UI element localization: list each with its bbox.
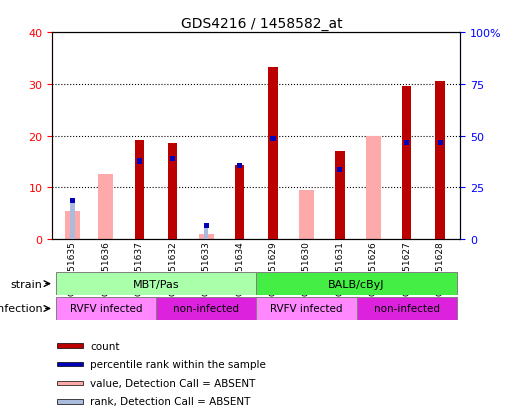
Bar xyxy=(436,82,445,240)
Text: non-infected: non-infected xyxy=(173,304,239,314)
Bar xyxy=(70,198,75,204)
Text: RVFV infected: RVFV infected xyxy=(70,304,142,314)
Bar xyxy=(156,297,256,320)
Bar xyxy=(237,163,242,169)
Bar xyxy=(256,273,457,295)
Bar xyxy=(235,166,244,240)
Bar xyxy=(137,159,142,164)
Bar xyxy=(204,223,209,240)
Bar xyxy=(134,140,144,240)
Bar xyxy=(270,136,276,142)
Bar xyxy=(337,167,343,173)
Bar xyxy=(199,235,213,240)
Bar xyxy=(299,190,314,240)
Bar xyxy=(57,381,83,385)
Bar xyxy=(268,68,278,240)
Text: rank, Detection Call = ABSENT: rank, Detection Call = ABSENT xyxy=(90,396,251,406)
Text: non-infected: non-infected xyxy=(374,304,440,314)
Bar xyxy=(357,297,457,320)
Bar xyxy=(256,297,357,320)
Text: MBT/Pas: MBT/Pas xyxy=(133,279,179,289)
Bar xyxy=(57,344,83,348)
Bar xyxy=(57,362,83,366)
Text: value, Detection Call = ABSENT: value, Detection Call = ABSENT xyxy=(90,378,255,388)
Bar xyxy=(55,273,256,295)
Text: infection: infection xyxy=(0,304,42,314)
Text: count: count xyxy=(90,341,120,351)
Bar xyxy=(335,152,345,240)
Text: percentile rank within the sample: percentile rank within the sample xyxy=(90,359,266,369)
Text: GDS4216 / 1458582_at: GDS4216 / 1458582_at xyxy=(180,17,343,31)
Bar xyxy=(203,223,209,228)
Bar xyxy=(55,297,156,320)
Bar xyxy=(65,211,80,240)
Text: strain: strain xyxy=(10,279,42,289)
Bar xyxy=(170,157,175,162)
Bar xyxy=(57,399,83,404)
Bar xyxy=(404,140,410,146)
Text: BALB/cByJ: BALB/cByJ xyxy=(328,279,385,289)
Bar xyxy=(438,140,443,146)
Bar xyxy=(98,175,113,240)
Text: RVFV infected: RVFV infected xyxy=(270,304,343,314)
Bar xyxy=(402,87,412,240)
Bar xyxy=(168,144,177,240)
Bar xyxy=(70,198,75,240)
Bar xyxy=(366,136,381,240)
